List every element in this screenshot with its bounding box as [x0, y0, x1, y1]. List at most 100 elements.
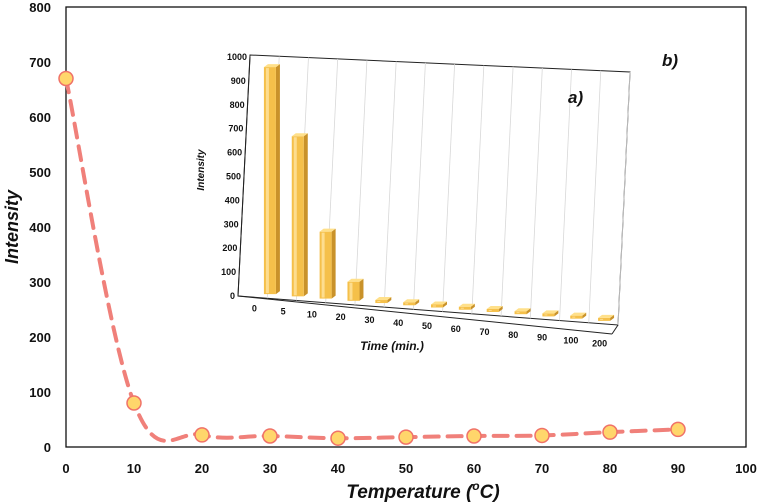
- inset-bar-side: [610, 314, 615, 321]
- main-data-point: [126, 395, 142, 411]
- inset-y-tick-label: 300: [224, 219, 239, 229]
- inset-bar-side: [303, 133, 308, 297]
- inset-bars: [263, 64, 615, 321]
- inset-x-tick-label: 0: [252, 303, 257, 313]
- inset-bar-top: [598, 314, 615, 318]
- inset-bar-highlight: [293, 137, 297, 296]
- inset-bar-top: [542, 310, 559, 314]
- inset-bar: [486, 305, 503, 312]
- main-data-point: [602, 424, 618, 440]
- inset-y-axis-line: [237, 56, 251, 297]
- inset-gridline: [383, 61, 397, 308]
- inset-bar-highlight: [349, 282, 353, 300]
- inset-bar-top: [347, 278, 364, 282]
- main-y-tick-label: 600: [29, 110, 51, 125]
- main-panel-label: b): [662, 51, 678, 70]
- inset-bar: [291, 133, 308, 297]
- inset-bar-front: [375, 300, 388, 304]
- inset-bar-side: [498, 305, 503, 312]
- inset-bar-front: [570, 315, 583, 319]
- inset-bar-top: [403, 299, 420, 303]
- inset-bar-top: [431, 301, 447, 305]
- inset-gridline: [559, 69, 572, 321]
- inset-bar: [403, 299, 420, 306]
- inset-x-axis-title: Time (min.): [360, 339, 424, 353]
- inset-bar-highlight: [405, 303, 409, 305]
- inset-bar-highlight: [544, 314, 548, 316]
- inset-x-tick-label: 5: [281, 306, 286, 316]
- inset-bar: [263, 64, 280, 295]
- inset-y-tick-label: 200: [222, 243, 237, 253]
- inset-bar: [514, 308, 531, 315]
- main-x-tick-label: 20: [195, 461, 209, 476]
- inset-floor-edge: [611, 324, 619, 335]
- main-data-point: [58, 70, 74, 87]
- main-x-tick-label: 0: [62, 461, 69, 476]
- inset-gridline: [529, 68, 543, 319]
- inset-chart: 0 100 200 300 400 500 600 700 800 900 1000 0 5 10 20 3…: [196, 52, 631, 353]
- inset-bar: [319, 228, 336, 299]
- inset-gridline: [471, 65, 485, 314]
- main-data-point: [534, 427, 550, 444]
- inset-y-tick-label: 1000: [227, 52, 247, 62]
- inset-bar-side: [387, 297, 392, 304]
- inset-bar-top: [514, 308, 531, 312]
- inset-bar-front: [403, 302, 416, 306]
- inset-bar-front: [514, 311, 527, 315]
- main-data-point: [398, 429, 414, 445]
- inset-gridline: [500, 66, 514, 317]
- inset-bar-front: [458, 306, 471, 310]
- main-x-tick-label: 10: [127, 461, 141, 476]
- inset-bar-front: [319, 231, 332, 299]
- inset-bar: [458, 303, 475, 310]
- main-y-tick-label: 700: [29, 55, 51, 70]
- inset-bar-side: [443, 301, 447, 308]
- main-y-axis-title: Intensity: [2, 189, 22, 264]
- inset-bar-front: [291, 136, 304, 297]
- inset-x-tick-label: 100: [563, 336, 578, 346]
- inset-bar-top: [291, 133, 308, 137]
- inset-bar-highlight: [377, 301, 381, 303]
- inset-bar-side: [582, 312, 587, 319]
- main-y-tick-label: 200: [29, 330, 51, 345]
- main-x-tick-label: 100: [735, 461, 757, 476]
- main-y-tick-label: 0: [44, 440, 51, 455]
- main-data-point: [194, 427, 210, 443]
- main-plot-frame: [65, 6, 747, 448]
- inset-bar-highlight: [321, 232, 325, 298]
- inset-bar-side: [470, 303, 475, 310]
- inset-y-tick-label: 500: [226, 172, 241, 182]
- inset-bar-side: [415, 299, 420, 306]
- inset-bar-side: [526, 308, 531, 315]
- main-series-points: [58, 70, 686, 446]
- inset-x-tick-label: 60: [451, 324, 461, 334]
- main-data-point: [466, 428, 482, 444]
- inset-bar-side: [359, 278, 364, 301]
- main-y-tick-label: 500: [29, 165, 51, 180]
- main-y-tick-label: 800: [29, 0, 51, 15]
- main-y-tick-label: 100: [29, 385, 51, 400]
- main-x-tick-label: 90: [671, 461, 685, 476]
- inset-y-tick-label: 900: [231, 76, 246, 86]
- inset-bar-highlight: [265, 68, 269, 294]
- inset-y-axis-title: Intensity: [196, 149, 207, 191]
- main-data-point: [670, 421, 686, 438]
- inset-bar-top: [319, 228, 336, 232]
- inset-bar-highlight: [488, 309, 492, 311]
- inset-x-tick-label: 70: [480, 327, 490, 337]
- inset-gridline: [354, 60, 368, 305]
- inset-x-tick-label: 40: [393, 318, 403, 328]
- inset-bar-front: [263, 67, 276, 295]
- inset-gridline: [617, 71, 631, 326]
- main-x-tick-label: 40: [331, 461, 345, 476]
- inset-y-tick-label: 100: [221, 267, 236, 277]
- inset-y-ticks: 0 100 200 300 400 500 600 700 800 900 1000: [221, 52, 247, 301]
- inset-bar-top: [263, 64, 280, 68]
- inset-y-tick-label: 700: [228, 124, 243, 134]
- main-y-ticks: 0 100 200 300 400 500 600 700 800: [29, 0, 51, 455]
- inset-floor-line: [237, 295, 613, 335]
- inset-gridline: [442, 64, 456, 312]
- inset-bar-top: [570, 312, 587, 316]
- inset-bar-highlight: [516, 312, 520, 314]
